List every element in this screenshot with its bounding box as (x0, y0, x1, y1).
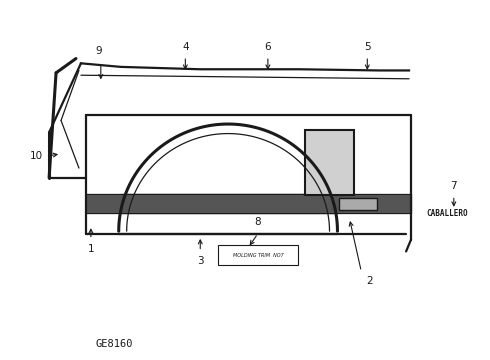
Text: 3: 3 (197, 256, 203, 266)
Text: MOLDING TRIM  NO7: MOLDING TRIM NO7 (233, 252, 283, 257)
Text: 1: 1 (88, 244, 94, 254)
Text: 5: 5 (364, 42, 370, 51)
Text: 8: 8 (255, 217, 261, 227)
Text: 7: 7 (450, 181, 457, 191)
Bar (305, 130, 354, 195)
Bar (218, 246, 298, 265)
Text: 2: 2 (366, 276, 372, 286)
Text: GE8160: GE8160 (96, 339, 133, 349)
Text: 6: 6 (265, 42, 271, 51)
Text: 10: 10 (29, 151, 43, 161)
Text: 9: 9 (96, 46, 102, 57)
Bar (340, 198, 377, 210)
Text: 4: 4 (182, 42, 189, 51)
Text: CABALLERO: CABALLERO (426, 209, 467, 218)
